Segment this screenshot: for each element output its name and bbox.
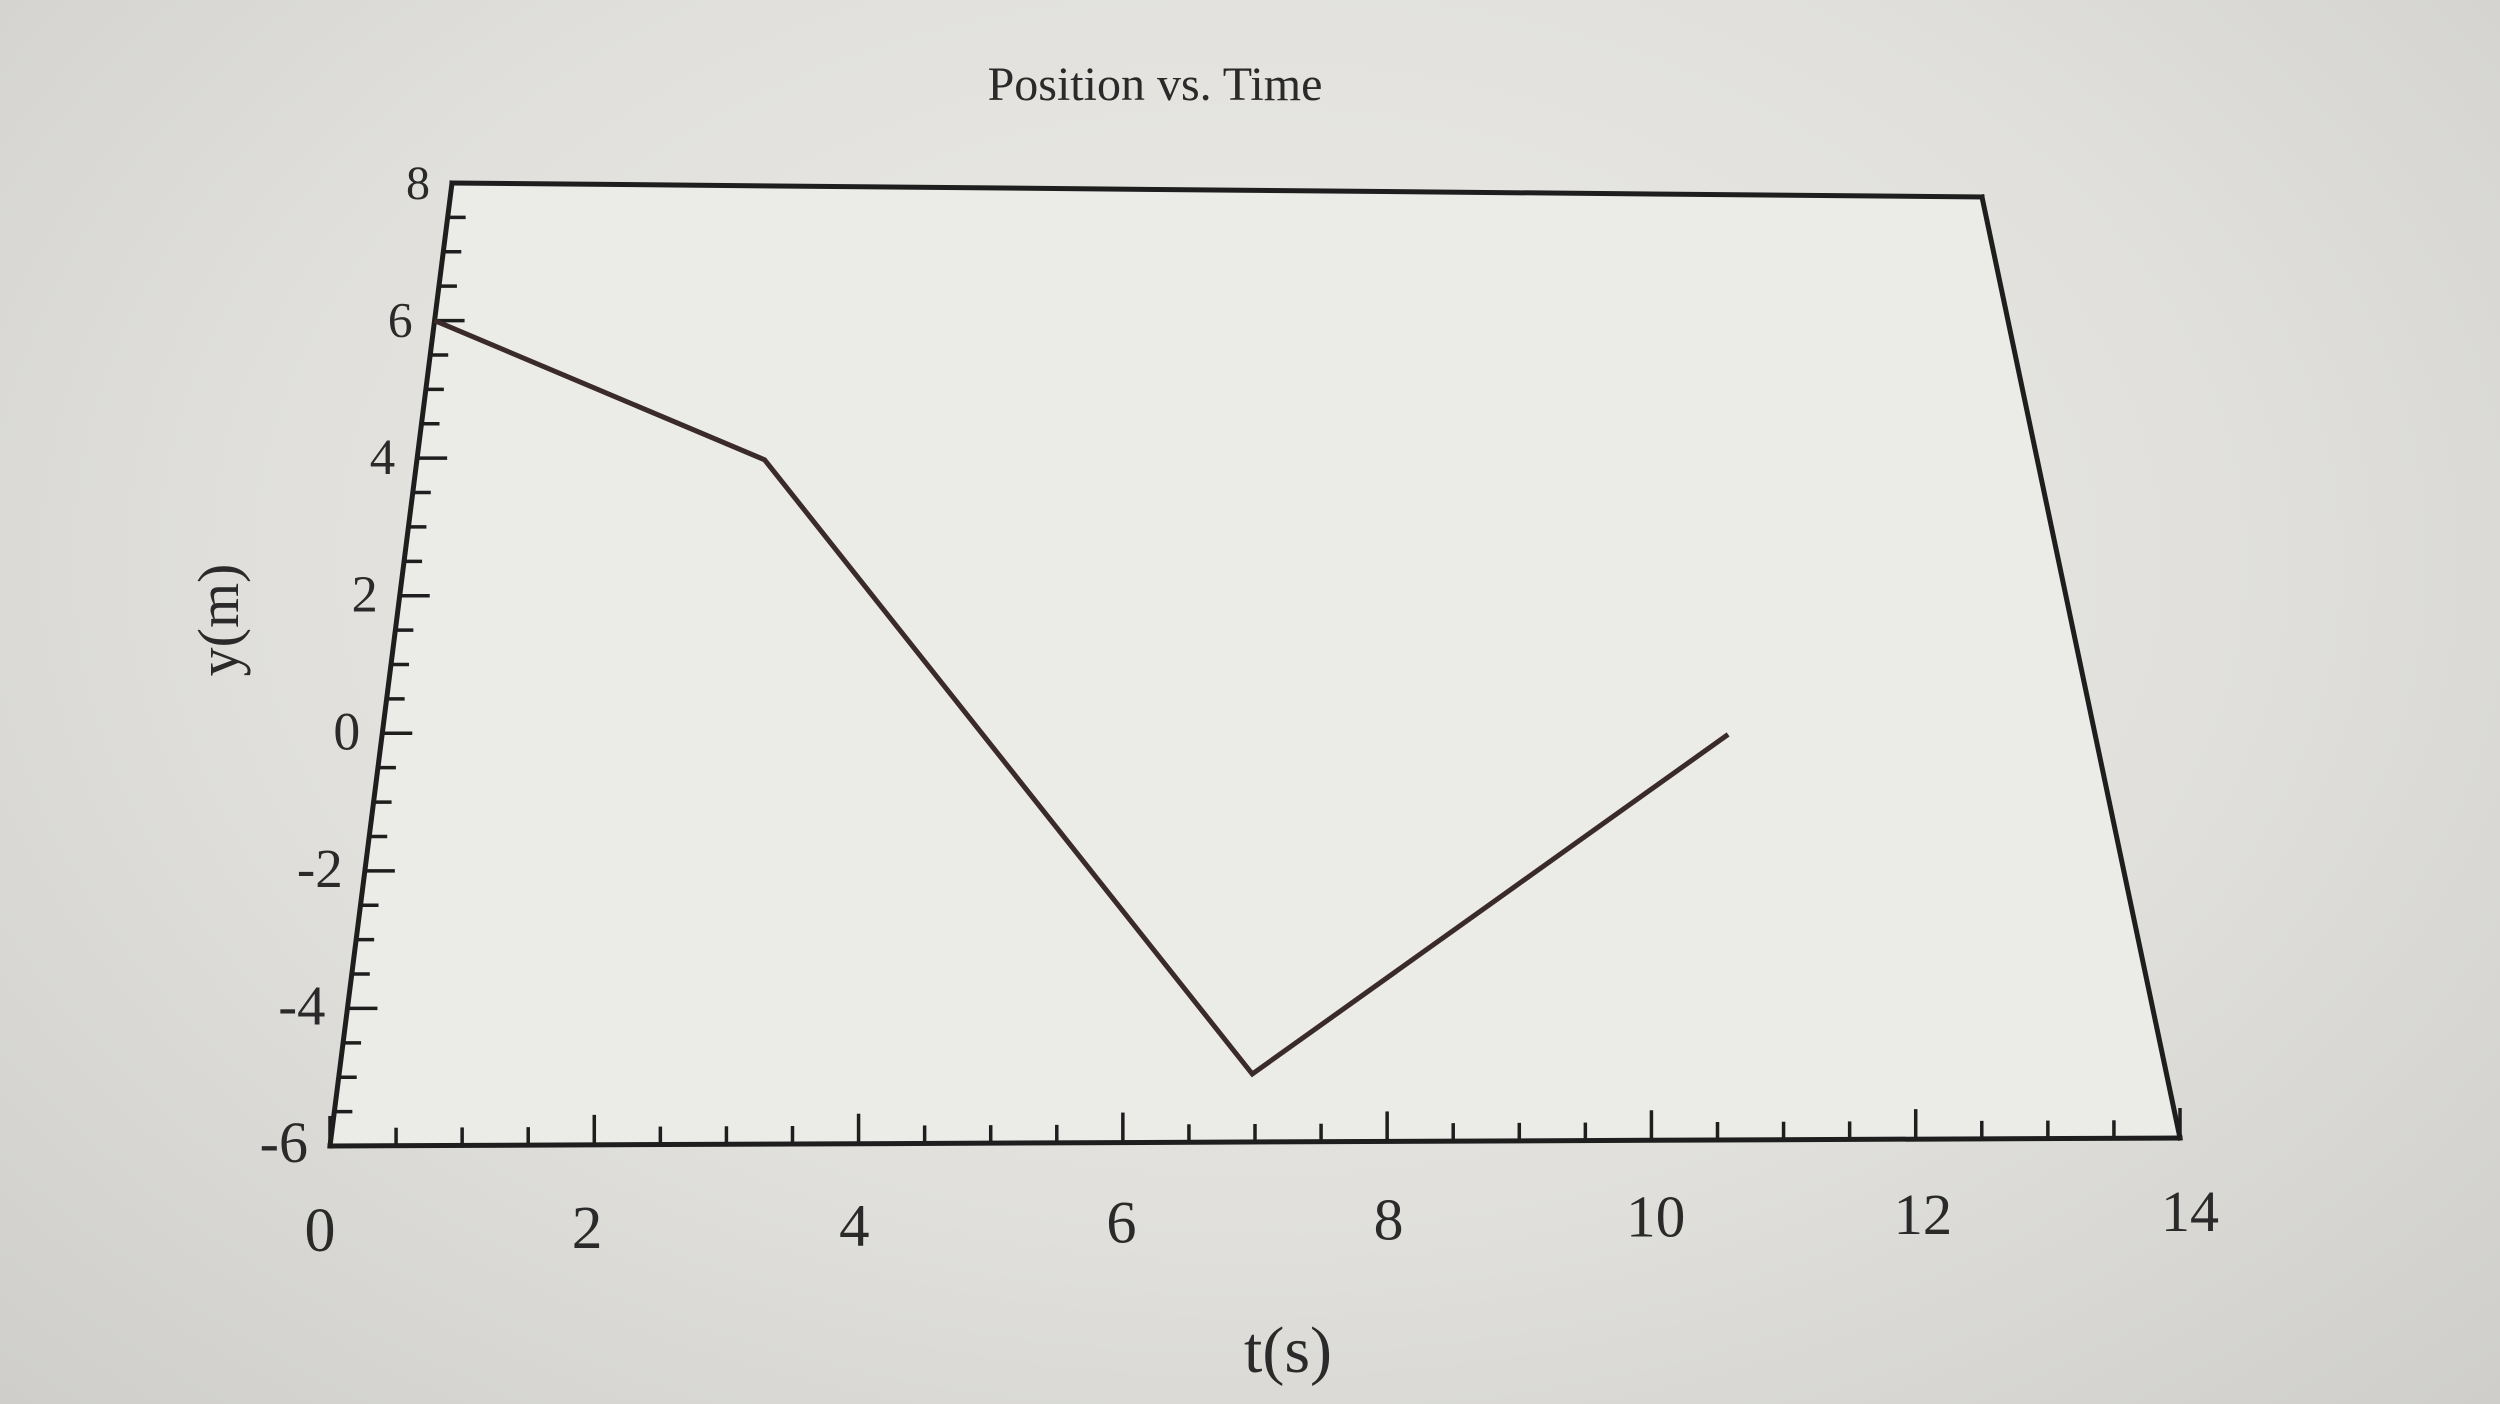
x-tick-label: 2 <box>572 1194 603 1262</box>
series-line-0 <box>433 318 1730 1078</box>
plot-border-top <box>449 180 1985 200</box>
plot-area-fill <box>330 183 2180 1146</box>
x-tick-label: 10 <box>1626 1184 1685 1250</box>
x-axis-ticks: 0 2 4 6 8 10 12 14 <box>305 1108 2219 1265</box>
y-tick-label: -6 <box>260 1110 308 1175</box>
x-tick-label: 8 <box>1374 1187 1404 1253</box>
chart-title: Position vs. Time <box>988 58 1323 111</box>
plot-border-right <box>1979 194 2183 1141</box>
x-tick-label: 4 <box>839 1192 869 1259</box>
y-tick-label: -2 <box>297 838 343 899</box>
x-tick-label: 14 <box>2161 1179 2219 1244</box>
x-axis-label: t(s) <box>1244 1314 1332 1387</box>
x-tick-label: 0 <box>305 1197 336 1265</box>
y-tick-label: 8 <box>406 157 430 210</box>
y-axis-label: y(m) <box>186 564 251 677</box>
y-tick-label: 4 <box>370 429 395 485</box>
x-tick-label: 6 <box>1106 1189 1136 1256</box>
y-axis-ticks: 8 6 4 2 0 -2 -4 -6 <box>260 157 482 1175</box>
plot-frame <box>327 180 2183 1149</box>
x-tick-label: 12 <box>1894 1182 1953 1247</box>
y-tick-label: 2 <box>352 566 378 624</box>
y-tick-label: 6 <box>388 293 413 348</box>
y-tick-label: -4 <box>278 975 325 1037</box>
y-tick-label: 0 <box>333 701 360 761</box>
series-layer <box>433 318 1730 1078</box>
